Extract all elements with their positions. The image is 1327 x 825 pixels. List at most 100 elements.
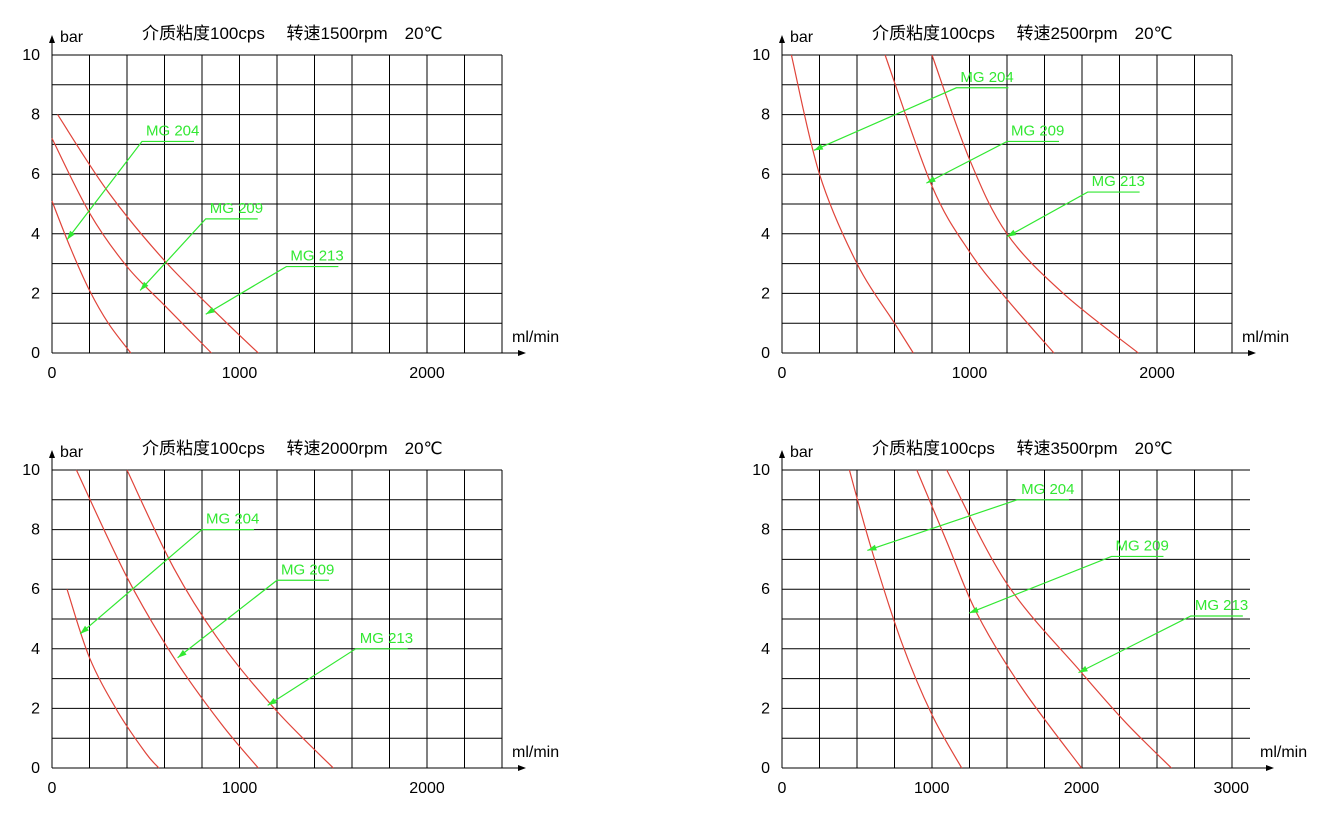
callout-arrowhead (867, 544, 877, 551)
chart-3500rpm: 0 2 4 6 8 10 0 1000 2000 3000 bar ml/min 介质粘度100cps … (752, 439, 1307, 797)
x-tick-label: 1000 (222, 365, 258, 382)
y-tick-label: 10 (752, 462, 770, 479)
callout-leader-line (205, 265, 339, 315)
x-axis-arrow (518, 350, 526, 356)
y-tick-label: 0 (761, 760, 770, 777)
y-tick-label: 4 (31, 226, 40, 243)
chart-panel-2500rpm: 0 2 4 6 8 10 0 1000 2000 bar ml/min 介质粘度100cps 转速25… (730, 10, 1327, 410)
y-tick-label: 0 (31, 760, 40, 777)
series-line-mg-209 (51, 138, 212, 354)
chart-panel-3500rpm: 0 2 4 6 8 10 0 1000 2000 3000 bar ml/min 介质粘度100cps … (730, 425, 1327, 825)
x-tick-label: 0 (778, 780, 787, 797)
y-tick-label: 4 (31, 641, 40, 658)
grid (781, 54, 1233, 354)
x-tick-label: 1000 (952, 365, 988, 382)
chart-title: 介质粘度100cps 转速2000rpm 20℃ (142, 439, 443, 458)
y-tick-label: 4 (761, 641, 770, 658)
series-line-mg-204 (848, 469, 963, 769)
callout-leader-line (926, 140, 1059, 184)
callout-arrowhead (80, 625, 89, 634)
callout-leader-line (1078, 615, 1243, 674)
chart-2500rpm: 0 2 4 6 8 10 0 1000 2000 bar ml/min 介质粘度100cps 转速25… (752, 24, 1289, 382)
y-tick-label: 6 (31, 581, 40, 598)
x-tick-label: 1000 (222, 780, 258, 797)
callout-arrowhead (1078, 665, 1088, 673)
series-line-mg-213 (126, 469, 334, 769)
y-axis-label: bar (790, 444, 814, 461)
chart-panel-2000rpm: 0 2 4 6 8 10 0 1000 2000 bar ml/min 介质粘度100cps 转速20… (0, 425, 640, 825)
series-line-mg-209 (884, 54, 1055, 354)
x-axis-arrow (518, 765, 526, 771)
callout-label: MG 204 (206, 511, 259, 528)
series-line-mg-209 (75, 469, 259, 769)
callout-leader-line (66, 140, 194, 241)
callout-arrowhead (177, 649, 187, 658)
series-line-mg-213 (57, 114, 259, 354)
callout-leader-line (867, 499, 1070, 552)
callout-leader-line (968, 555, 1164, 614)
x-tick-label: 2000 (1064, 780, 1100, 797)
callout-arrowhead (926, 176, 936, 184)
x-tick-label: 0 (48, 365, 57, 382)
callout-arrowhead (969, 606, 979, 614)
x-tick-label: 2000 (409, 365, 445, 382)
callout-label: MG 213 (1195, 597, 1248, 614)
y-tick-label: 2 (761, 285, 770, 302)
x-tick-label: 2000 (409, 780, 445, 797)
x-tick-label: 2000 (1139, 365, 1175, 382)
y-axis-arrow (779, 35, 785, 43)
series-line-mg-204 (66, 589, 160, 769)
y-tick-label: 8 (761, 107, 770, 124)
x-axis-arrow (1248, 350, 1256, 356)
grid (51, 469, 503, 769)
x-axis-label: ml/min (1242, 329, 1289, 346)
chart-title: 介质粘度100cps 转速2500rpm 20℃ (872, 24, 1173, 43)
chart-title: 介质粘度100cps 转速1500rpm 20℃ (142, 24, 443, 43)
chart-title: 介质粘度100cps 转速3500rpm 20℃ (872, 439, 1173, 458)
y-tick-label: 4 (761, 226, 770, 243)
y-axis-label: bar (790, 29, 814, 46)
series-line-mg-204 (790, 54, 914, 354)
x-tick-label: 0 (48, 780, 57, 797)
callout-leader-line (813, 87, 1009, 151)
y-tick-label: 8 (31, 107, 40, 124)
y-tick-label: 2 (31, 700, 40, 717)
x-axis-label: ml/min (512, 329, 559, 346)
callout-leader-line (139, 218, 258, 291)
y-tick-label: 0 (31, 345, 40, 362)
x-axis-arrow (1266, 765, 1274, 771)
callout-label: MG 204 (146, 122, 199, 139)
callout-label: MG 213 (290, 248, 343, 265)
y-tick-label: 10 (22, 462, 40, 479)
callout-arrowhead (267, 698, 277, 706)
callout-arrowhead (1007, 229, 1017, 237)
y-axis-label: bar (60, 444, 84, 461)
series-line-mg-213 (931, 54, 1139, 354)
y-tick-label: 10 (22, 47, 40, 64)
series-line-mg-204 (51, 200, 132, 354)
x-tick-label: 3000 (1213, 780, 1249, 797)
x-tick-label: 1000 (914, 780, 950, 797)
series-line-mg-213 (946, 469, 1172, 769)
y-tick-label: 6 (761, 581, 770, 598)
callout-label: MG 209 (1011, 122, 1064, 139)
x-tick-label: 0 (778, 365, 787, 382)
y-axis-arrow (49, 35, 55, 43)
chart-panel-1500rpm: 0 2 4 6 8 10 0 1000 2000 bar ml/min 介质粘度100cps 转速15… (0, 10, 640, 410)
y-axis-label: bar (60, 29, 84, 46)
y-tick-label: 0 (761, 345, 770, 362)
chart-1500rpm: 0 2 4 6 8 10 0 1000 2000 bar ml/min 介质粘度100cps 转速15… (22, 24, 559, 382)
callout-arrowhead (813, 143, 824, 151)
callout-label: MG 213 (1092, 173, 1145, 190)
y-axis-arrow (49, 450, 55, 458)
callout-arrowhead (205, 307, 216, 315)
grid (51, 54, 503, 354)
callout-arrowhead (67, 230, 75, 240)
y-tick-label: 8 (31, 522, 40, 539)
callout-leader-line (1006, 191, 1140, 238)
x-axis-label: ml/min (1260, 744, 1307, 761)
grid (781, 469, 1250, 769)
y-tick-label: 2 (761, 700, 770, 717)
callout-label: MG 204 (960, 69, 1013, 86)
callout-label: MG 209 (281, 561, 334, 578)
